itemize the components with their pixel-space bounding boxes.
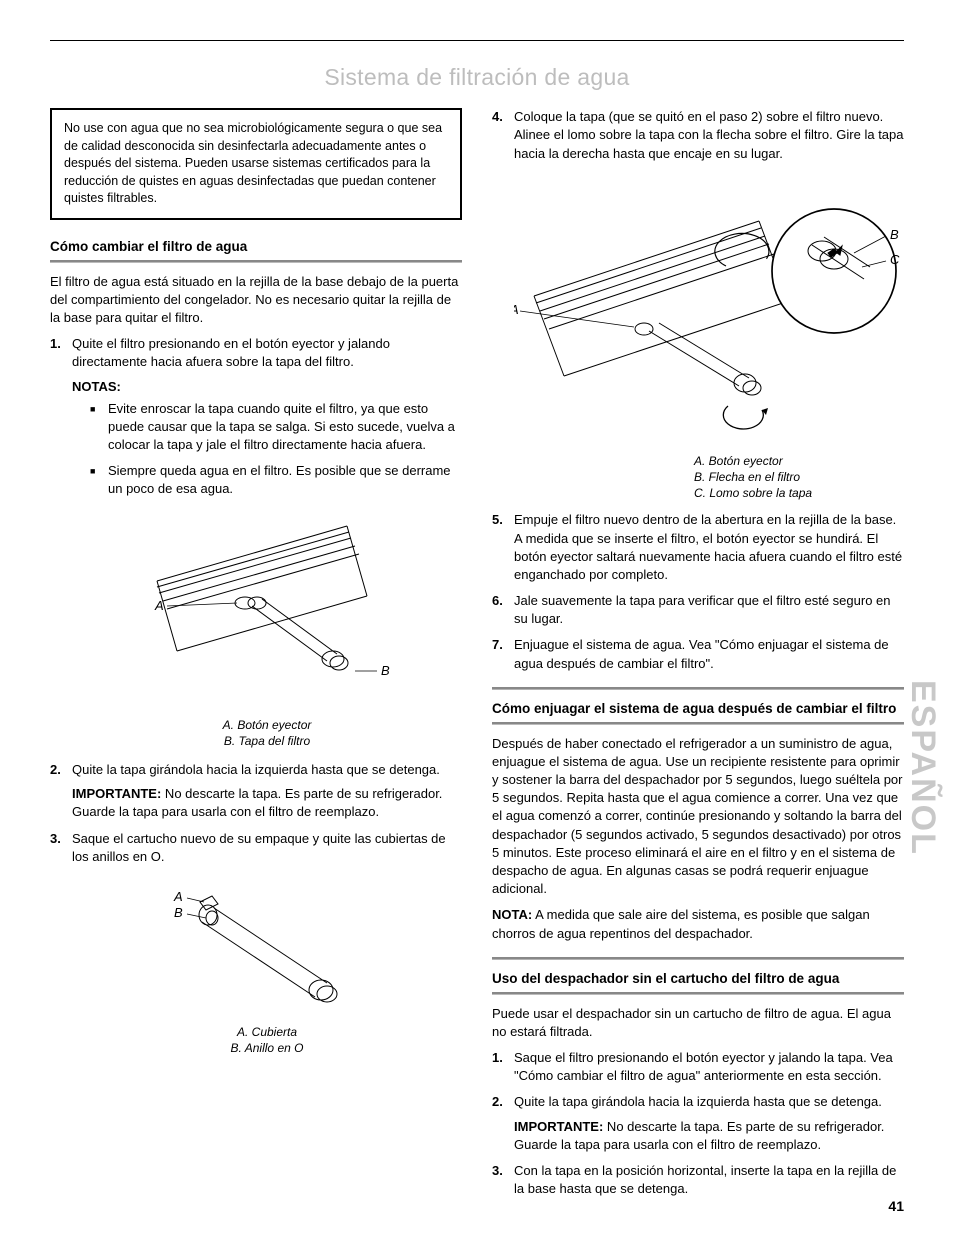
fig1-label-a: A	[154, 598, 164, 613]
figure-1-svg: A B	[117, 511, 417, 711]
steps-list-left: Quite el filtro presionando en el botón …	[50, 335, 462, 1056]
step-6: Jale suavemente la tapa para verificar q…	[492, 592, 904, 628]
step-5: Empuje el filtro nuevo dentro de la aber…	[492, 511, 904, 584]
uso-step-2-important: IMPORTANTE: No descarte la tapa. Es part…	[514, 1118, 904, 1154]
fig3-label-c: C	[890, 252, 900, 267]
fig3-label-b: B	[890, 227, 899, 242]
step-3-text: Saque el cartucho nuevo de su empaque y …	[72, 831, 446, 864]
heading-como-cambiar: Cómo cambiar el filtro de agua	[50, 238, 462, 257]
step-2-text: Quite la tapa girándola hacia la izquier…	[72, 762, 440, 777]
heading-enjuagar: Cómo enjuagar el sistema de agua después…	[492, 700, 904, 719]
page-title: Sistema de filtración de agua	[50, 61, 904, 93]
figure-3-caption: A. Botón eyector B. Flecha en el filtro …	[694, 453, 904, 502]
para-enjuagar: Después de haber conectado el refrigerad…	[492, 735, 904, 899]
intro-paragraph: El filtro de agua está situado en la rej…	[50, 273, 462, 328]
caption1-b: B. Tapa del filtro	[224, 734, 310, 748]
figure-2: A B A. Cubierta B. Anillo en O	[72, 878, 462, 1056]
para-uso: Puede usar el despachador sin un cartuch…	[492, 1005, 904, 1041]
caption3-a: A. Botón eyector	[694, 454, 783, 468]
content-columns: No use con agua que no sea microbiológic…	[50, 108, 904, 1206]
step-4: Coloque la tapa (que se quitó en el paso…	[492, 108, 904, 501]
page-number: 41	[888, 1197, 904, 1217]
step-4-text: Coloque la tapa (que se quitó en el paso…	[514, 109, 904, 160]
left-column: No use con agua que no sea microbiológic…	[50, 108, 462, 1206]
warning-box: No use con agua que no sea microbiológic…	[50, 108, 462, 220]
figure-2-caption: A. Cubierta B. Anillo en O	[72, 1024, 462, 1056]
nota-bullet-2: Siempre queda agua en el filtro. Es posi…	[90, 462, 462, 498]
step-2-important-label: IMPORTANTE:	[72, 786, 161, 801]
step-1-text: Quite el filtro presionando en el botón …	[72, 336, 390, 369]
section-rule-2	[492, 957, 904, 960]
caption2-b: B. Anillo en O	[231, 1041, 304, 1055]
heading-uso-despachador: Uso del despachador sin el cartucho del …	[492, 970, 904, 989]
nota-text: A medida que sale aire del sistema, es p…	[492, 907, 870, 940]
figure-3-svg: A B C	[514, 181, 904, 441]
step-1: Quite el filtro presionando en el botón …	[50, 335, 462, 749]
figure-1-caption: A. Botón eyector B. Tapa del filtro	[72, 717, 462, 749]
uso-steps: Saque el filtro presionando el botón eye…	[492, 1049, 904, 1198]
heading-rule-2	[492, 722, 904, 725]
figure-3: A B C	[514, 181, 904, 441]
fig3-label-a: A	[514, 302, 519, 317]
uso-step-1: Saque el filtro presionando el botón eye…	[492, 1049, 904, 1085]
fig2-label-a: A	[173, 889, 183, 904]
fig2-label-b: B	[174, 905, 183, 920]
nota-enjuagar: NOTA: A medida que sale aire del sistema…	[492, 906, 904, 942]
caption1-a: A. Botón eyector	[223, 718, 312, 732]
notas-label: NOTAS:	[72, 378, 462, 396]
uso-step-2: Quite la tapa girándola hacia la izquier…	[492, 1093, 904, 1154]
section-rule-1	[492, 687, 904, 690]
caption3-c: C. Lomo sobre la tapa	[694, 486, 812, 500]
uso-step-2-important-label: IMPORTANTE:	[514, 1119, 603, 1134]
step-3: Saque el cartucho nuevo de su empaque y …	[50, 830, 462, 1057]
heading-rule-3	[492, 992, 904, 995]
uso-step-3: Con la tapa en la posición horizontal, i…	[492, 1162, 904, 1198]
nota-bullet-1: Evite enroscar la tapa cuando quite el f…	[90, 400, 462, 455]
step-2: Quite la tapa girándola hacia la izquier…	[50, 761, 462, 822]
steps-list-right: Coloque la tapa (que se quitó en el paso…	[492, 108, 904, 673]
caption3-b: B. Flecha en el filtro	[694, 470, 800, 484]
language-side-label: ESPAÑOL	[898, 680, 946, 856]
fig1-label-b: B	[381, 663, 390, 678]
caption2-a: A. Cubierta	[237, 1025, 297, 1039]
right-column: Coloque la tapa (que se quitó en el paso…	[492, 108, 904, 1206]
figure-2-svg: A B	[152, 878, 382, 1018]
heading-rule	[50, 260, 462, 263]
top-rule	[50, 40, 904, 41]
step-7: Enjuague el sistema de agua. Vea "Cómo e…	[492, 636, 904, 672]
figure-1: A B A. Botón eyector B. Tapa del filtro	[72, 511, 462, 749]
uso-step-2-text: Quite la tapa girándola hacia la izquier…	[514, 1094, 882, 1109]
notas-list: Evite enroscar la tapa cuando quite el f…	[72, 400, 462, 499]
nota-label: NOTA:	[492, 907, 532, 922]
step-2-important: IMPORTANTE: No descarte la tapa. Es part…	[72, 785, 462, 821]
